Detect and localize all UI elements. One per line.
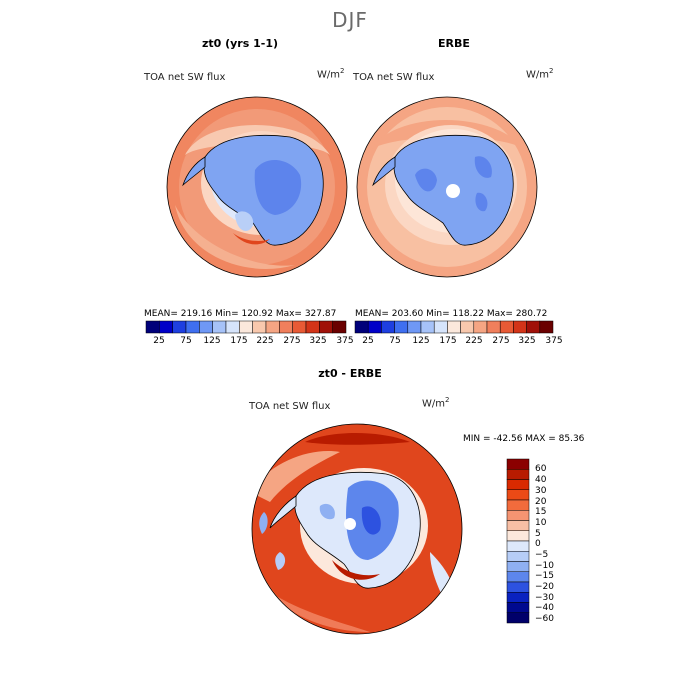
cb1-tick-1: 75: [180, 336, 192, 346]
colorbar-swatch: [506, 612, 530, 624]
colorbar-swatch: [506, 551, 530, 562]
season-title: DJF: [332, 8, 368, 32]
cb1-tick-2: 125: [203, 336, 221, 346]
cb1-tick-3: 175: [230, 336, 248, 346]
colorbar-swatch: [381, 320, 395, 334]
cb3-tick-3: 20: [535, 497, 547, 507]
cb1-tick-0: 25: [153, 336, 165, 346]
panel2-title: ERBE: [438, 37, 470, 50]
colorbar-swatch: [506, 561, 530, 572]
cb2-tick-6: 325: [518, 336, 536, 346]
colorbar-swatch: [506, 479, 530, 490]
cb2-tick-4: 225: [465, 336, 483, 346]
panel3-units: W/m2: [422, 396, 450, 410]
colorbar-swatch: [252, 320, 267, 334]
colorbar-swatch: [506, 571, 530, 583]
colorbar-swatch: [433, 320, 448, 334]
colorbar-swatch: [506, 602, 530, 613]
colorbar-swatch: [506, 489, 530, 501]
colorbar-swatch: [172, 320, 187, 334]
colorbar-swatch: [506, 499, 530, 511]
cb2-tick-2: 125: [412, 336, 430, 346]
cb2-tick-0: 25: [362, 336, 374, 346]
colorbar-swatch: [506, 581, 530, 593]
colorbar-swatch: [499, 320, 514, 334]
colorbar-swatch: [212, 320, 227, 334]
colorbar-swatch: [159, 320, 173, 334]
panel1-colorbar-ticks: 25 75 125 175 225 275 325 375: [146, 336, 353, 348]
colorbar-swatch: [526, 320, 541, 334]
panel1-title: zt0 (yrs 1-1): [201, 37, 279, 50]
panel1-units: W/m2: [317, 67, 345, 81]
panel2-colorbar-ticks: 25 75 125 175 225 275 325 375: [355, 336, 562, 348]
cb3-tick-1: 40: [535, 475, 547, 485]
colorbar-swatch: [354, 320, 369, 334]
colorbar-swatch: [506, 520, 530, 531]
cb2-tick-3: 175: [439, 336, 457, 346]
colorbar-swatch: [319, 320, 333, 334]
cb1-tick-7: 375: [336, 336, 354, 346]
colorbar-swatch: [539, 320, 554, 334]
colorbar-swatch: [506, 510, 530, 521]
panel3-colorbar: [506, 458, 530, 624]
colorbar-swatch: [420, 320, 435, 334]
colorbar-swatch: [199, 320, 213, 334]
cb3-tick-7: 0: [535, 539, 541, 549]
colorbar-swatch: [506, 540, 530, 552]
panel3-stats: MIN = -42.56 MAX = 85.36: [463, 434, 585, 444]
colorbar-swatch: [506, 592, 530, 603]
cb3-tick-10: −15: [535, 571, 554, 581]
cb3-tick-8: −5: [535, 550, 549, 560]
cb3-tick-14: −60: [535, 614, 554, 624]
colorbar-swatch: [332, 320, 347, 334]
cb1-tick-5: 275: [283, 336, 301, 346]
panel1-colorbar: [145, 320, 347, 334]
cb3-tick-6: 5: [535, 529, 541, 539]
colorbar-swatch: [473, 320, 488, 334]
colorbar-swatch: [367, 320, 382, 334]
cb3-tick-4: 15: [535, 507, 547, 517]
colorbar-swatch: [486, 320, 501, 334]
panel3-title: zt0 - ERBE: [318, 367, 382, 380]
cb3-tick-0: 60: [535, 464, 547, 474]
colorbar-swatch: [394, 320, 409, 334]
cb3-tick-5: 10: [535, 518, 547, 528]
panel2-stats: MEAN= 203.60 Min= 118.22 Max= 280.72: [355, 309, 548, 319]
colorbar-swatch: [513, 320, 527, 334]
panel1-variable: TOA net SW flux: [144, 72, 226, 83]
colorbar-swatch: [506, 458, 530, 470]
cb3-tick-12: −30: [535, 593, 554, 603]
cb3-tick-13: −40: [535, 603, 554, 613]
panel1-stats: MEAN= 219.16 Min= 120.92 Max= 327.87: [144, 309, 337, 319]
colorbar-swatch: [265, 320, 280, 334]
colorbar-swatch: [506, 469, 530, 480]
cb2-tick-1: 75: [389, 336, 401, 346]
panel3-colorbar-ticks: 60 40 30 20 15 10 5 0 −5 −10 −15 −20 −30…: [535, 459, 575, 627]
colorbar-swatch: [145, 320, 160, 334]
colorbar-swatch: [239, 320, 253, 334]
colorbar-swatch: [185, 320, 200, 334]
panel2-variable: TOA net SW flux: [353, 72, 435, 83]
cb1-tick-4: 225: [256, 336, 274, 346]
panel2-colorbar: [354, 320, 554, 334]
cb3-tick-2: 30: [535, 486, 547, 496]
colorbar-swatch: [305, 320, 320, 334]
panel2-map: [356, 96, 538, 278]
panel1-map: [166, 96, 348, 278]
colorbar-swatch: [407, 320, 422, 334]
cb1-tick-6: 325: [309, 336, 327, 346]
colorbar-swatch: [460, 320, 475, 334]
cb2-tick-5: 275: [492, 336, 510, 346]
panel2-units: W/m2: [526, 67, 554, 81]
panel3-variable: TOA net SW flux: [249, 401, 331, 412]
colorbar-swatch: [279, 320, 293, 334]
colorbar-swatch: [447, 320, 461, 334]
colorbar-swatch: [225, 320, 240, 334]
cb2-tick-7: 375: [545, 336, 563, 346]
cb3-tick-9: −10: [535, 561, 554, 571]
panel3-map: [251, 423, 463, 635]
cb3-tick-11: −20: [535, 582, 554, 592]
colorbar-swatch: [506, 530, 530, 542]
colorbar-swatch: [292, 320, 307, 334]
